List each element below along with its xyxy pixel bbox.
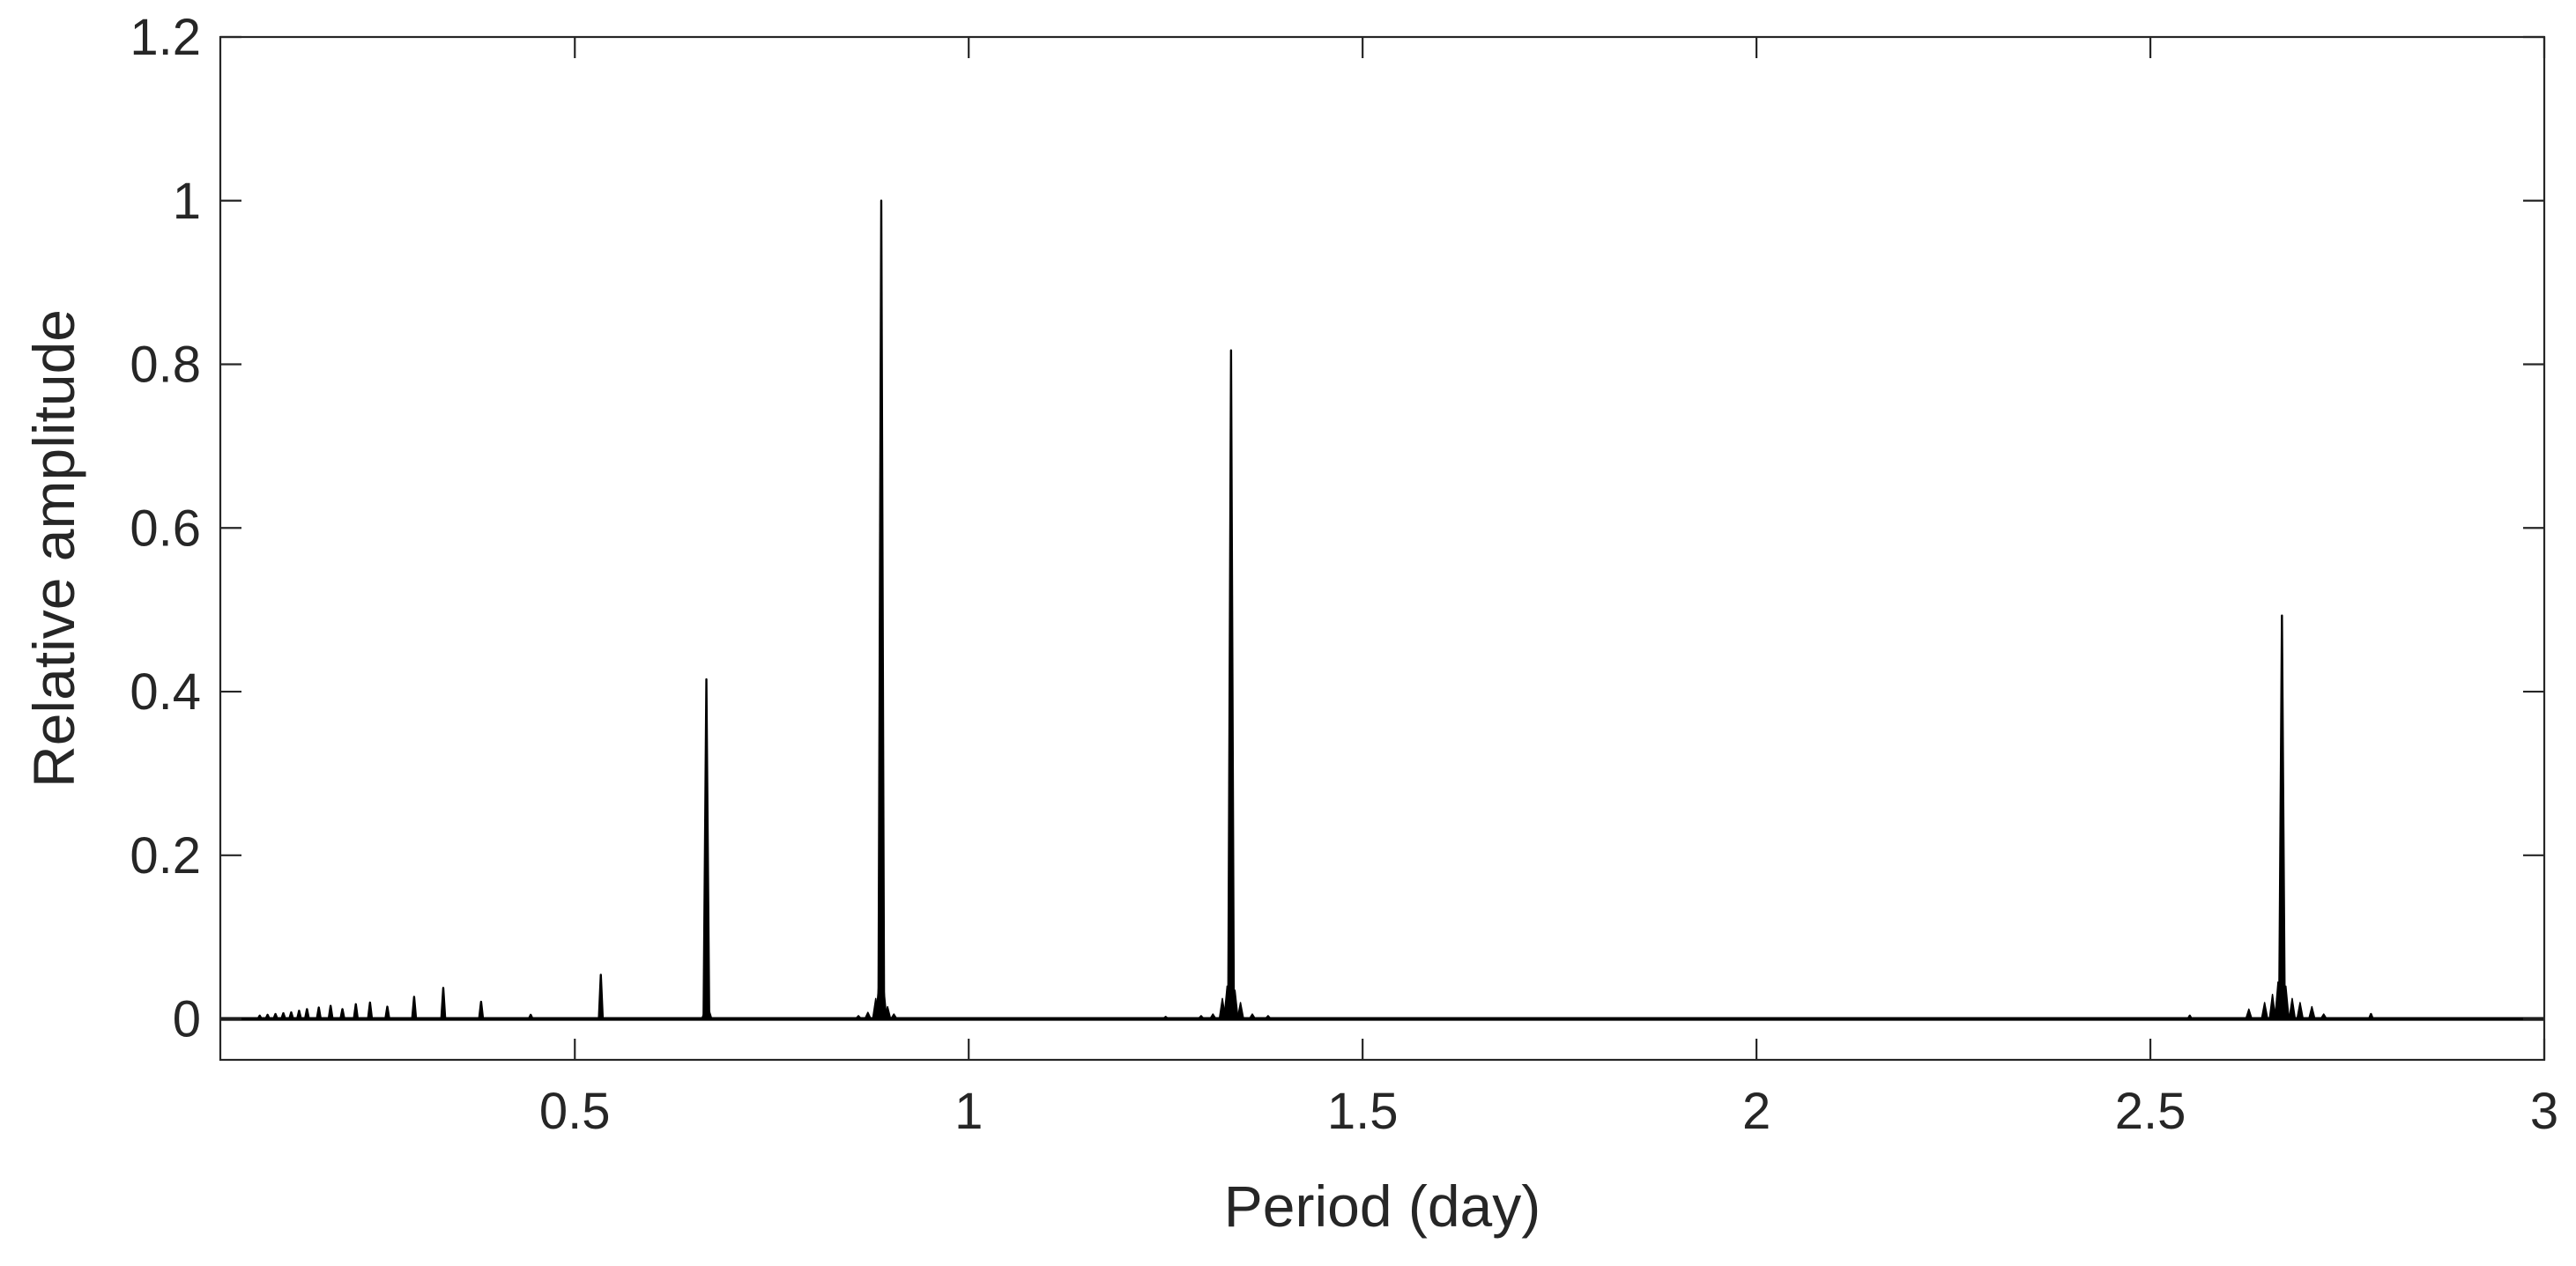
x-tick-label: 1.5 [1327, 1083, 1399, 1140]
y-tick-label: 0 [173, 991, 201, 1048]
series-peak [303, 1008, 310, 1020]
x-tick-label: 2.5 [2115, 1083, 2186, 1140]
series-peak [384, 1005, 390, 1020]
series-peak [272, 1012, 278, 1020]
y-tick-label: 0.2 [130, 827, 201, 885]
series-side-lobe [2288, 997, 2297, 1020]
x-axis-label: Period (day) [1224, 1173, 1541, 1239]
series-side-lobe [2320, 1013, 2327, 1020]
series-side-lobe [2260, 1002, 2268, 1020]
series-peak [327, 1004, 334, 1020]
x-tick-label: 2 [1742, 1083, 1771, 1140]
series-side-lobe [1197, 1015, 1206, 1020]
series-side-lobe [1236, 1002, 1244, 1020]
series-peak [339, 1008, 345, 1020]
y-tick-label: 1.2 [130, 9, 201, 66]
y-tick-label: 0.6 [130, 500, 201, 557]
series-side-lobe [2296, 1002, 2305, 1020]
series-peak [2367, 1012, 2374, 1020]
x-tick-label: 1 [954, 1083, 983, 1140]
series-peak [702, 677, 710, 1020]
series-peak [1227, 349, 1236, 1020]
y-tick-label: 0.8 [130, 337, 201, 394]
series-side-lobe [2245, 1008, 2253, 1020]
series-side-lobe [2308, 1005, 2316, 1020]
series-side-lobe [890, 1013, 898, 1020]
series-peak [316, 1006, 323, 1020]
series-peak [2186, 1014, 2194, 1020]
series-peak [353, 1003, 360, 1020]
series-side-lobe [1264, 1015, 1273, 1020]
series-peak [877, 199, 886, 1020]
series-peak [295, 1010, 302, 1020]
y-tick-label: 0.4 [130, 663, 201, 721]
series-side-lobe [1248, 1013, 1257, 1020]
x-tick-label: 3 [2530, 1083, 2558, 1140]
series-side-lobe [1162, 1016, 1169, 1020]
series-peak [440, 987, 447, 1020]
y-tick-label: 1 [173, 173, 201, 230]
series-peak [411, 996, 418, 1020]
y-axis-label: Relative amplitude [21, 309, 86, 788]
series-peak [280, 1011, 286, 1020]
series-side-lobe [2268, 993, 2276, 1020]
series-side-lobe [854, 1015, 863, 1020]
series-side-lobe [864, 1011, 872, 1020]
series-peak [527, 1013, 534, 1020]
series-peak [478, 1000, 485, 1020]
series-side-lobe [1209, 1013, 1217, 1020]
series-peak [2277, 614, 2286, 1020]
series-peak [288, 1011, 294, 1020]
series-peak [367, 1001, 374, 1020]
series-peak [264, 1013, 271, 1020]
series-side-lobe [883, 1005, 892, 1020]
x-tick-label: 0.5 [539, 1083, 611, 1140]
series-peak [256, 1014, 264, 1020]
plot-area-frame [219, 35, 2546, 1062]
series-peak [598, 974, 605, 1020]
